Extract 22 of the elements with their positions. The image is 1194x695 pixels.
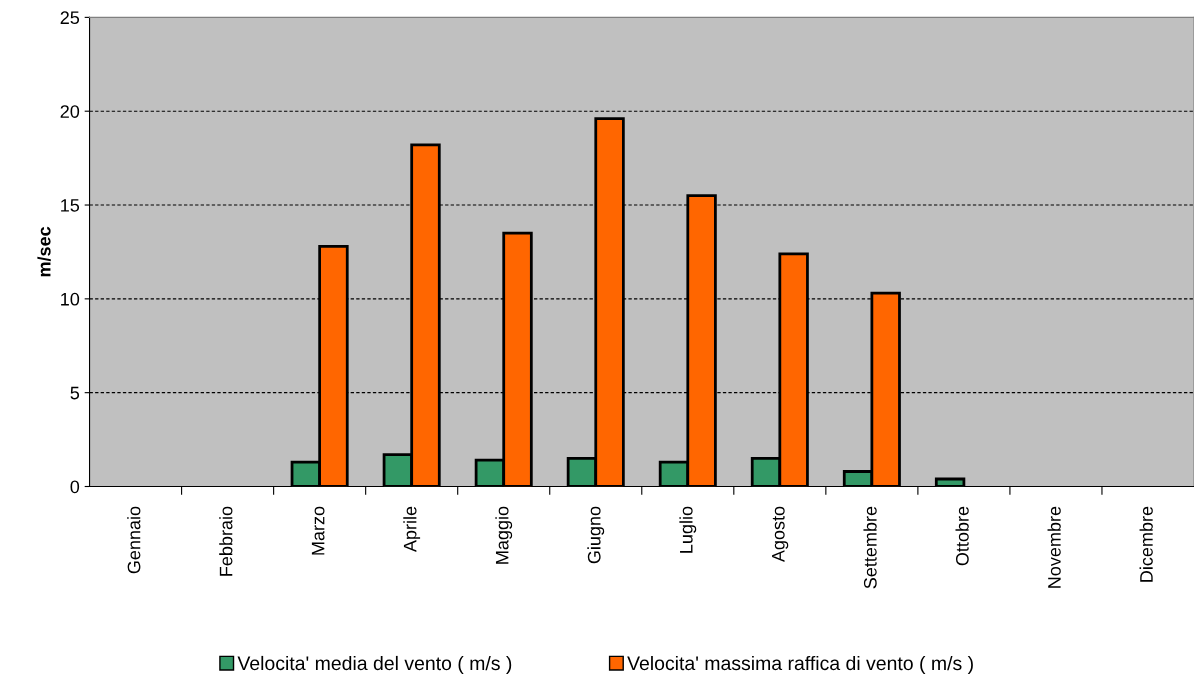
x-tick-label: Dicembre xyxy=(1139,506,1153,582)
y-tick-label: 0 xyxy=(70,480,80,494)
y-tick-label: 25 xyxy=(60,11,80,25)
y-axis-title: m/sec xyxy=(37,226,51,277)
x-tick-label: Luglio xyxy=(679,506,697,553)
y-tick-label: 10 xyxy=(61,292,80,306)
bar xyxy=(934,477,966,487)
y-tick-label: 20 xyxy=(60,105,80,118)
x-tick-label: Aprile xyxy=(403,506,421,553)
x-tick-label: Ottobre xyxy=(955,506,969,566)
x-tick-label: Novembre xyxy=(1047,506,1061,588)
legend-label: Velocita' media del vento ( m/s ) xyxy=(237,655,512,675)
y-tick-label: 15 xyxy=(61,199,80,212)
x-tick-label: Agosto xyxy=(772,506,789,563)
x-tick-label: Marzo xyxy=(311,506,325,555)
legend-label: Velocita' massima raffica di vento ( m/s ) xyxy=(627,655,973,675)
x-tick-label: Settembre xyxy=(863,506,877,589)
x-tick-label: Giugno xyxy=(587,506,605,564)
x-tick-label: Gennaio xyxy=(127,506,141,574)
y-tick-label: 5 xyxy=(70,386,80,400)
x-tick-label: Maggio xyxy=(495,506,513,564)
x-tick-label: Febbraio xyxy=(219,506,233,576)
